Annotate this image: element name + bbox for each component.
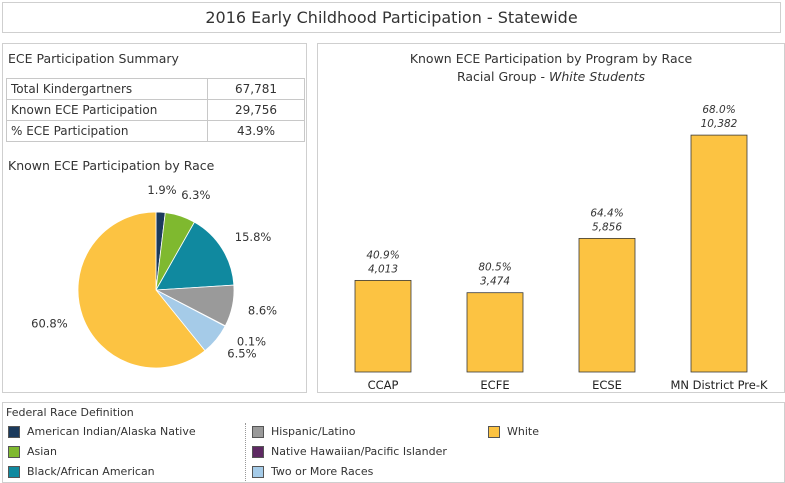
legend-item: Black/African American <box>8 465 155 478</box>
pie-slice-label: 0.1% <box>237 334 266 348</box>
legend-label: Black/African American <box>27 465 155 478</box>
legend-label: American Indian/Alaska Native <box>27 425 196 438</box>
bar-pct-label: 64.4% <box>590 207 623 219</box>
legend-item: Native Hawaiian/Pacific Islander <box>252 445 447 458</box>
summary-title: ECE Participation Summary <box>8 51 179 66</box>
legend-label: Asian <box>27 445 58 458</box>
legend-label: White <box>507 425 539 438</box>
bar-chart-subtitle: Racial Group - White Students <box>457 69 646 84</box>
x-tick-label: ECSE <box>592 378 622 392</box>
bar-value-label: 5,856 <box>592 221 622 233</box>
bar-value-label: 4,013 <box>368 263 398 275</box>
pie-slice <box>77 211 206 369</box>
pie-slice-label: 60.8% <box>31 316 68 330</box>
legend-item: Hispanic/Latino <box>252 425 356 438</box>
legend-item: Asian <box>8 445 57 458</box>
pie-slice-label: 8.6% <box>248 304 277 318</box>
legend-item: American Indian/Alaska Native <box>8 425 196 438</box>
summary-panel <box>2 43 307 393</box>
table-row: Known ECE Participation 29,756 <box>6 99 305 121</box>
legend-swatch <box>252 465 264 478</box>
table-row: Total Kindergartners 67,781 <box>6 78 305 100</box>
summary-table: Total Kindergartners 67,781 Known ECE Pa… <box>6 78 305 142</box>
page-title: 2016 Early Childhood Participation - Sta… <box>2 2 781 33</box>
legend-divider <box>245 423 246 481</box>
pie-chart: 1.9% 6.3% 15.8% 8.6% 0.1%6.5% 60.8% <box>31 183 277 369</box>
pie-slice-label: 6.5% <box>227 347 256 361</box>
legend-label: Two or More Races <box>271 465 374 478</box>
legend-item: White <box>488 425 539 438</box>
legend-label: Native Hawaiian/Pacific Islander <box>271 445 447 458</box>
x-tick-label: CCAP <box>368 378 399 392</box>
legend-item: Two or More Races <box>252 465 373 478</box>
bar-pct-label: 80.5% <box>478 262 511 274</box>
pie-slice-label: 1.9% <box>147 183 176 197</box>
legend-swatch <box>252 425 264 438</box>
page-title-text: 2016 Early Childhood Participation - Sta… <box>205 8 578 27</box>
legend-swatch <box>252 445 264 458</box>
bar-value-label: 10,382 <box>701 118 738 130</box>
bar-pct-label: 68.0% <box>702 104 735 116</box>
bar-value-label: 3,474 <box>480 276 510 288</box>
subtitle-prefix: Racial Group - <box>457 69 549 84</box>
summary-label: Total Kindergartners <box>6 78 208 100</box>
legend-swatch <box>8 465 20 478</box>
pie-slice-label: 15.8% <box>235 230 272 244</box>
legend-label: Hispanic/Latino <box>271 425 356 438</box>
bar <box>354 279 412 373</box>
bar-pct-label: 40.9% <box>366 249 399 261</box>
bar-chart-title: Known ECE Participation by Program by Ra… <box>410 51 693 66</box>
subtitle-group: White Students <box>549 69 646 84</box>
summary-value: 67,781 <box>207 78 305 100</box>
bar <box>690 134 748 373</box>
legend-title: Federal Race Definition <box>6 406 134 419</box>
pie-slice-label: 6.3% <box>181 188 210 202</box>
legend-swatch <box>8 425 20 438</box>
summary-label: Known ECE Participation <box>6 99 208 121</box>
x-tick-label: MN District Pre-K <box>670 378 768 392</box>
legend-swatch <box>488 425 500 438</box>
bar-chart: Known ECE Participation by Program by Ra… <box>354 51 768 392</box>
summary-value: 29,756 <box>207 99 305 121</box>
summary-value: 43.9% <box>207 120 305 142</box>
pie-chart-title: Known ECE Participation by Race <box>8 158 215 173</box>
bar <box>578 237 636 373</box>
table-row: % ECE Participation 43.9% <box>6 120 305 142</box>
x-tick-label: ECFE <box>480 378 509 392</box>
bar <box>466 292 524 373</box>
legend-swatch <box>8 445 20 458</box>
summary-label: % ECE Participation <box>6 120 208 142</box>
pie-slice <box>155 221 235 291</box>
